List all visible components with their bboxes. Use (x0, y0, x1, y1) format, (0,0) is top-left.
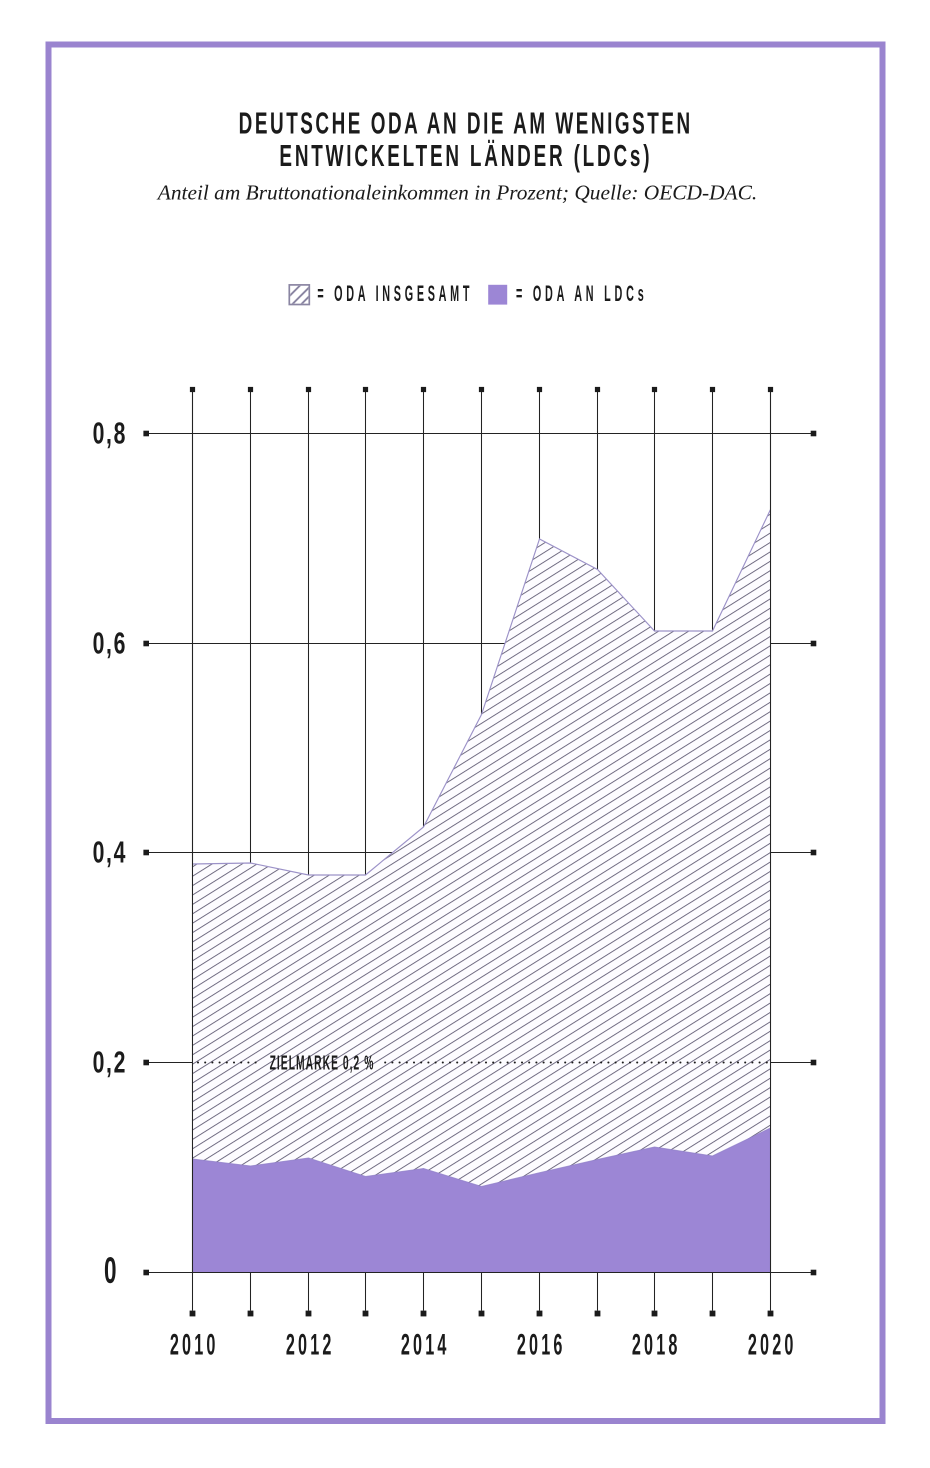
svg-text:Anteil am Bruttonationaleinkom: Anteil am Bruttonationaleinkommen in Pro… (156, 181, 757, 205)
svg-text:0,8: 0,8 (93, 416, 127, 451)
svg-text:= ODA INSGESAMT: = ODA INSGESAMT (317, 280, 473, 305)
svg-text:2018: 2018 (632, 1328, 681, 1361)
svg-text:0,6: 0,6 (93, 626, 127, 661)
svg-text:2010: 2010 (170, 1328, 219, 1361)
svg-text:ZIELMARKE 0,2 %: ZIELMARKE 0,2 % (270, 1052, 375, 1075)
svg-text:0,4: 0,4 (93, 835, 127, 870)
svg-text:0: 0 (104, 1249, 117, 1291)
svg-text:2020: 2020 (748, 1328, 797, 1361)
svg-text:2014: 2014 (401, 1328, 450, 1361)
svg-text:2016: 2016 (517, 1328, 566, 1361)
svg-text:ENTWICKELTEN LÄNDER (LDCs): ENTWICKELTEN LÄNDER (LDCs) (279, 139, 652, 173)
svg-text:0,2: 0,2 (93, 1045, 127, 1080)
svg-text:= ODA AN LDCs: = ODA AN LDCs (516, 280, 647, 305)
svg-text:DEUTSCHE ODA AN DIE AM WENIGST: DEUTSCHE ODA AN DIE AM WENIGSTEN (239, 107, 693, 141)
svg-text:2012: 2012 (286, 1328, 335, 1361)
